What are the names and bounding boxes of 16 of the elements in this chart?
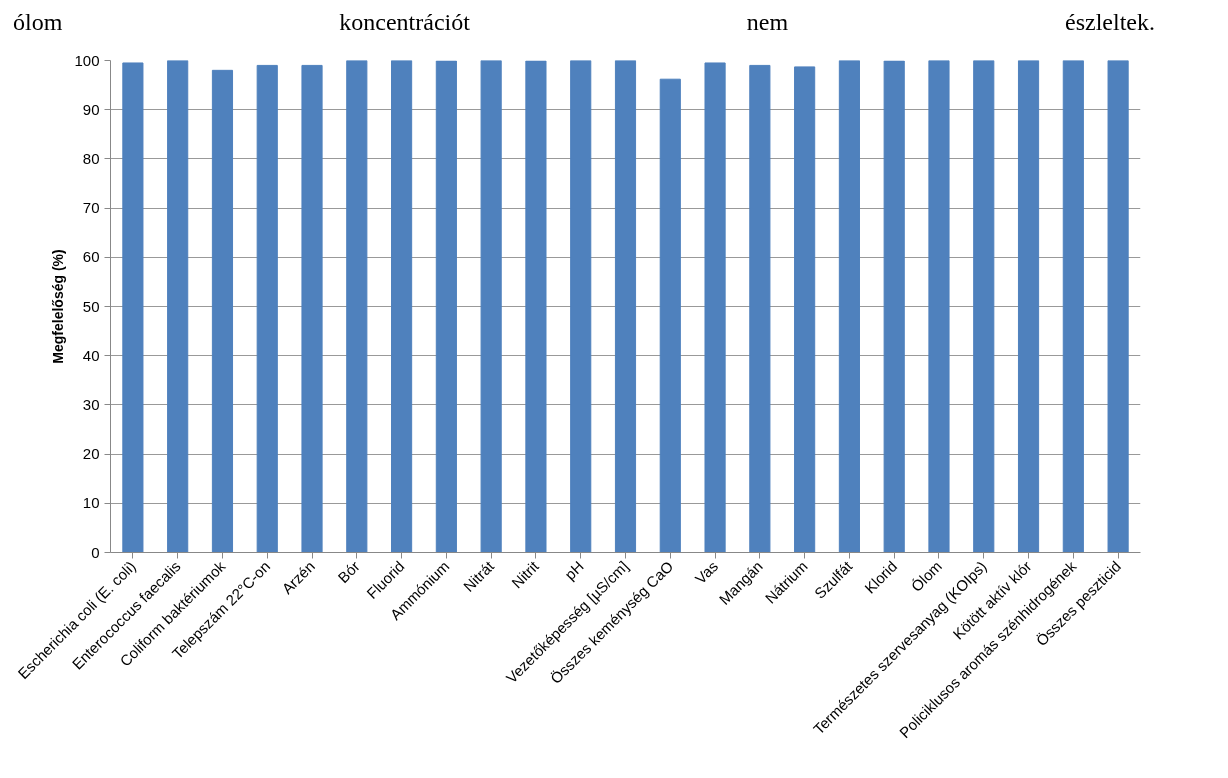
y-tick-label: 80 xyxy=(82,149,100,167)
y-tick-label: 90 xyxy=(82,100,100,118)
y-tick-label: 50 xyxy=(82,297,100,315)
y-tick-label: 100 xyxy=(74,51,100,69)
y-tick-label: 70 xyxy=(82,199,100,217)
y-tick-label: 20 xyxy=(82,445,100,463)
y-tick-label: 0 xyxy=(91,543,100,561)
x-tick-label: pH xyxy=(561,557,587,584)
y-tick-label: 30 xyxy=(82,395,100,413)
y-tick-label: 40 xyxy=(82,346,100,364)
x-tick-label: Vas xyxy=(691,557,722,587)
x-tick-label: Bór xyxy=(334,557,363,587)
y-tick-label: 10 xyxy=(82,494,100,512)
text: ólom koncentrációt nem észleltek. xyxy=(13,9,1155,35)
y-axis-title: Megfelelőség (%) xyxy=(50,249,67,364)
y-tick-label: 60 xyxy=(82,248,100,266)
